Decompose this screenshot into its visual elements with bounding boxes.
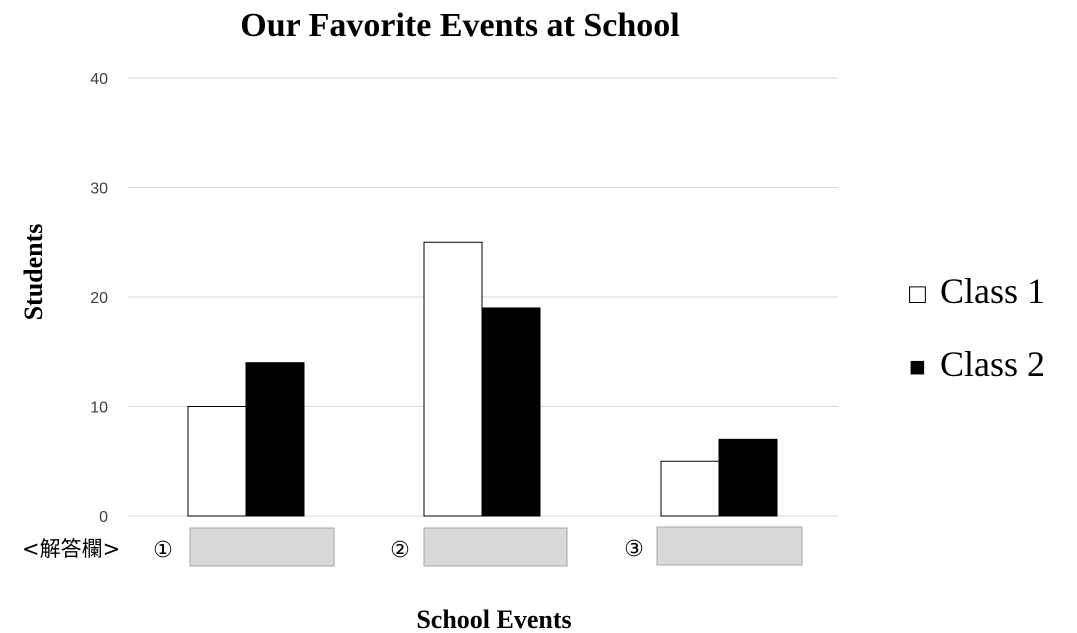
answer-slot-2-number: ②	[390, 538, 410, 563]
legend-item-class-1: □ Class 1	[909, 271, 1045, 311]
answer-row: <解答欄> ① ② ③	[22, 526, 803, 567]
bars	[187, 241, 778, 517]
y-tick-label-20: 20	[90, 290, 108, 307]
legend-swatch-class-2: ■	[909, 352, 926, 383]
bar-class-2-event-2	[481, 307, 541, 517]
bar-class-1-event-3	[660, 460, 720, 517]
bar-class-1-event-1	[187, 406, 247, 517]
y-tick-label-0: 0	[99, 509, 108, 526]
answer-box-1[interactable]	[189, 527, 335, 567]
bar-class-2-event-1	[245, 362, 305, 517]
bar-class-2-event-3	[718, 438, 778, 517]
answer-slot-1-number: ①	[153, 538, 173, 563]
y-tick-label-10: 10	[90, 400, 108, 417]
y-tick-labels: 0 10 20 30 40	[90, 71, 108, 526]
y-tick-label-40: 40	[90, 71, 108, 88]
answer-slot-3-number: ③	[624, 537, 644, 562]
answer-row-label: <解答欄>	[22, 537, 120, 561]
y-tick-label-30: 30	[90, 181, 108, 198]
bar-class-1-event-2	[423, 241, 483, 517]
y-axis-label: Students	[19, 224, 48, 321]
legend-swatch-class-1: □	[909, 279, 926, 310]
x-axis-label: School Events	[416, 605, 571, 633]
legend: □ Class 1 ■ Class 2	[909, 271, 1045, 384]
chart-title: Our Favorite Events at School	[240, 7, 679, 44]
answer-box-3[interactable]	[656, 526, 803, 566]
legend-label-class-2: Class 2	[940, 344, 1045, 384]
legend-label-class-1: Class 1	[940, 271, 1045, 311]
answer-box-2[interactable]	[423, 527, 568, 567]
legend-item-class-2: ■ Class 2	[909, 344, 1045, 384]
